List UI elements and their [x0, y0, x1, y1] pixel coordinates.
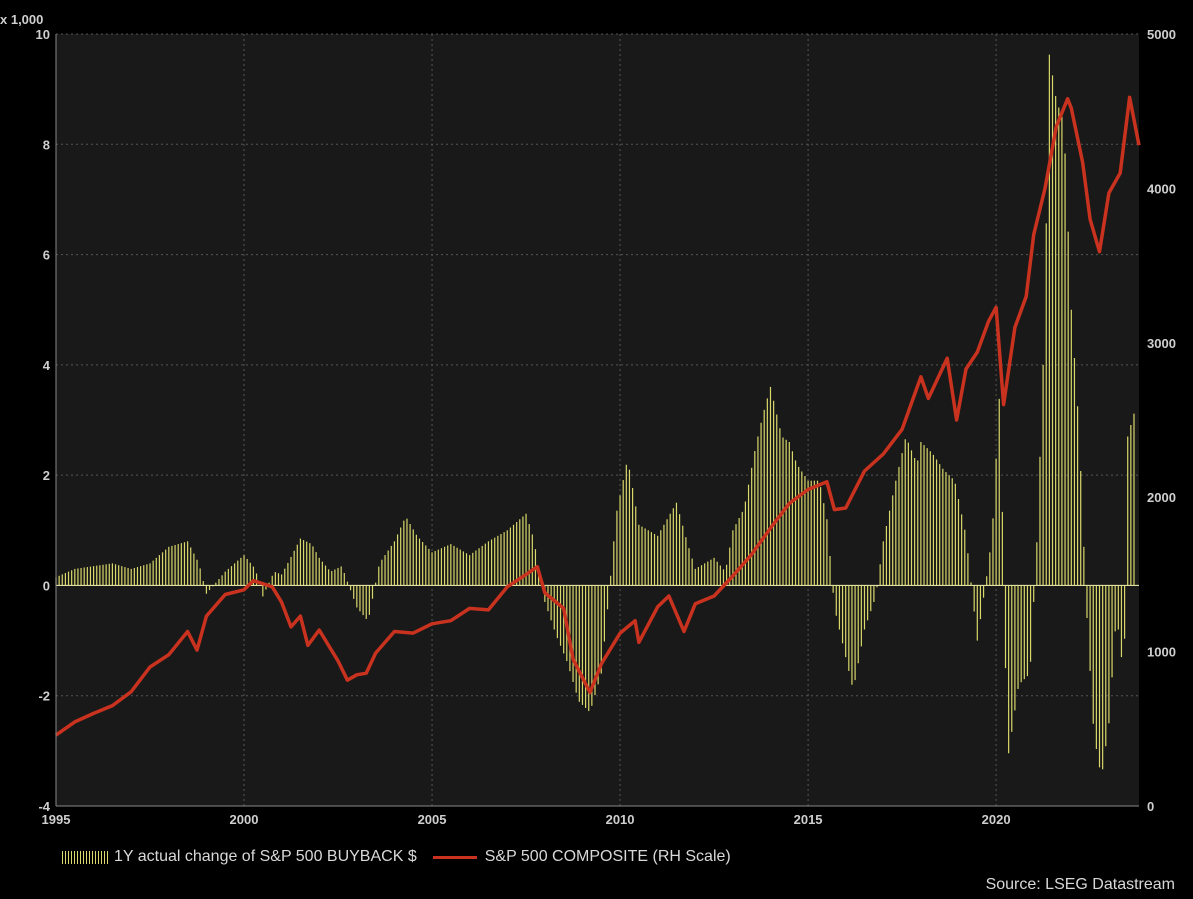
line-swatch-icon: [432, 855, 477, 859]
legend-label-sp500: S&P 500 COMPOSITE (RH Scale): [484, 848, 731, 865]
sp500-line: [54, 95, 1141, 737]
right-tick-label: 2000: [1147, 490, 1176, 505]
left-tick-label: 0: [43, 578, 50, 593]
bar-swatch-icon: [62, 850, 108, 864]
left-tick-label: 2: [43, 468, 50, 483]
right-tick-label: 0: [1147, 799, 1154, 814]
x-tick-label: 2005: [418, 812, 447, 827]
legend-label-buyback: 1Y actual change of S&P 500 BUYBACK $: [114, 848, 417, 865]
x-tick-label: 2010: [606, 812, 635, 827]
left-tick-label: 4: [43, 358, 51, 373]
left-tick-label: 6: [43, 248, 50, 263]
x-tick-label: 1995: [42, 812, 71, 827]
axes: 10 8 6 4 2 0 -2 -4 5000 4000 3000 2000 1000 0 1995 2000…: [36, 27, 1176, 827]
x-tick-label: 2015: [794, 812, 823, 827]
legend: 1Y actual change of S&P 500 BUYBACK $ S&…: [62, 846, 747, 868]
right-tick-label: 4000: [1147, 181, 1176, 196]
x-tick-label: 2000: [230, 812, 259, 827]
plot-background: [56, 34, 1139, 806]
left-tick-label: 8: [43, 137, 50, 152]
right-tick-label: 5000: [1147, 27, 1176, 42]
left-tick-label: -4: [38, 799, 50, 814]
buyback-bars: [55, 54, 1135, 770]
legend-item-sp500: S&P 500 COMPOSITE (RH Scale): [432, 848, 731, 866]
source-note: Source: LSEG Datastream: [985, 876, 1175, 893]
x-tick-label: 2020: [982, 812, 1011, 827]
left-axis-unit: x 1,000: [0, 12, 43, 27]
legend-item-buyback: 1Y actual change of S&P 500 BUYBACK $: [62, 848, 417, 866]
left-tick-label: 10: [36, 27, 50, 42]
right-tick-label: 3000: [1147, 336, 1176, 351]
right-tick-label: 1000: [1147, 645, 1176, 660]
left-tick-label: -2: [38, 689, 50, 704]
